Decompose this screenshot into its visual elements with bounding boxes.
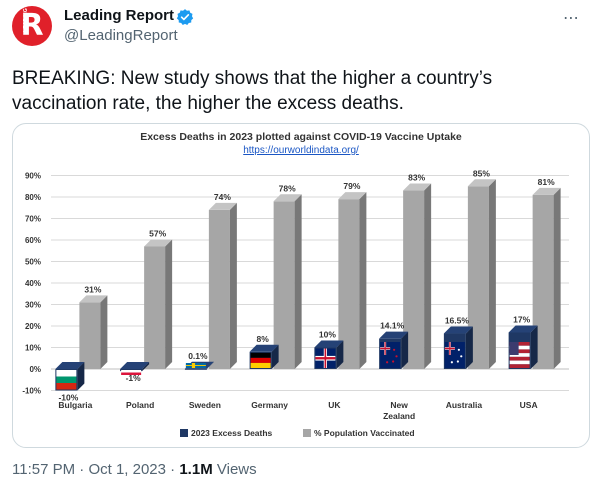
tweet-media-chart[interactable]: Excess Deaths in 2023 plotted against CO… xyxy=(12,123,590,448)
data-label-vaccinated: 81% xyxy=(538,177,555,187)
tweet-text: BREAKING: New study shows that the highe… xyxy=(12,68,493,114)
data-label-vaccinated: 83% xyxy=(408,173,425,183)
verified-badge-icon[interactable] xyxy=(176,8,194,26)
legend-label-vaccinated: % Population Vaccinated xyxy=(314,428,415,438)
author-handle[interactable]: @LeadingReport xyxy=(64,27,178,44)
chart: Excess Deaths in 2023 plotted against CO… xyxy=(22,131,569,438)
data-label-excess-deaths: 10% xyxy=(319,330,336,340)
category-label: Australia xyxy=(446,400,483,410)
legend-label-excess-deaths: 2023 Excess Deaths xyxy=(191,428,273,438)
data-label-excess-deaths: 8% xyxy=(256,334,269,344)
y-tick-label: 40% xyxy=(25,279,41,288)
chart-title: Excess Deaths in 2023 plotted against CO… xyxy=(140,131,462,143)
y-tick-label: 30% xyxy=(25,301,41,310)
y-tick-label: 80% xyxy=(25,193,41,202)
australia-flag-icon xyxy=(444,342,465,368)
category-label: Bulgaria xyxy=(58,400,92,410)
data-label-excess-deaths: 17% xyxy=(513,314,530,324)
separator-dot: · xyxy=(79,461,85,478)
germany-flag-icon xyxy=(250,352,271,368)
y-tick-label: 90% xyxy=(25,172,41,181)
y-tick-label: 60% xyxy=(25,236,41,245)
views-count: 1.1M xyxy=(179,461,213,478)
category-label: Sweden xyxy=(189,400,221,410)
bar-vaccinated xyxy=(79,295,108,369)
y-tick-label: -10% xyxy=(22,387,41,396)
uk-flag-icon xyxy=(315,348,336,368)
category-label-cont: Zealand xyxy=(383,411,415,421)
y-tick-label: 50% xyxy=(25,258,41,267)
views-label: Views xyxy=(216,461,257,478)
bar-vaccinated xyxy=(532,187,561,369)
data-label-excess-deaths: -1% xyxy=(126,373,142,383)
bar-vaccinated xyxy=(467,179,496,369)
bar-vaccinated xyxy=(144,239,173,369)
tweet-meta: 11:57 PM · Oct 1, 2023 · 1.1M Views xyxy=(12,461,257,478)
data-label-vaccinated: 79% xyxy=(343,181,360,191)
bar-vaccinated xyxy=(338,192,367,369)
avatar-small-text: LEADING xyxy=(22,8,29,32)
tweet-time[interactable]: 11:57 PM xyxy=(12,461,76,478)
y-tick-label: 20% xyxy=(25,322,41,331)
new-zealand-flag-icon xyxy=(380,342,401,368)
category-label: Poland xyxy=(126,400,154,410)
category-label: UK xyxy=(328,400,341,410)
separator-dot: · xyxy=(170,461,176,478)
usa-flag-icon xyxy=(509,342,530,368)
data-label-vaccinated: 74% xyxy=(214,192,231,202)
avatar[interactable]: R LEADING xyxy=(12,6,52,46)
data-label-excess-deaths: 16.5% xyxy=(445,316,470,326)
data-label-vaccinated: 57% xyxy=(149,228,166,238)
bar-vaccinated xyxy=(273,194,302,369)
y-tick-label: 10% xyxy=(25,344,41,353)
y-tick-label: 0% xyxy=(29,365,41,374)
legend-swatch-excess-deaths xyxy=(180,429,188,437)
data-label-vaccinated: 85% xyxy=(473,168,490,178)
sweden-flag-icon xyxy=(185,363,206,368)
bar-vaccinated xyxy=(403,183,432,369)
author-display-name[interactable]: Leading Report xyxy=(64,7,175,24)
bar-vaccinated xyxy=(208,202,237,369)
data-label-vaccinated: 31% xyxy=(84,284,101,294)
data-label-excess-deaths: 14.1% xyxy=(380,321,405,331)
tweet-date[interactable]: Oct 1, 2023 xyxy=(88,461,166,478)
category-label: Germany xyxy=(251,400,288,410)
y-tick-label: 70% xyxy=(25,215,41,224)
data-label-excess-deaths: -10% xyxy=(58,393,78,403)
bulgaria-flag-icon xyxy=(56,370,77,390)
category-label: New xyxy=(390,400,408,410)
avatar-letter: R xyxy=(20,8,44,43)
legend-swatch-vaccinated xyxy=(303,429,311,437)
chart-subtitle-link: https://ourworldindata.org/ xyxy=(243,145,359,156)
category-label: USA xyxy=(520,400,538,410)
poland-flag-icon xyxy=(121,370,142,375)
data-label-excess-deaths: 0.1% xyxy=(188,351,208,361)
data-label-vaccinated: 78% xyxy=(279,183,296,193)
more-options-icon[interactable]: ⋯ xyxy=(563,10,580,27)
